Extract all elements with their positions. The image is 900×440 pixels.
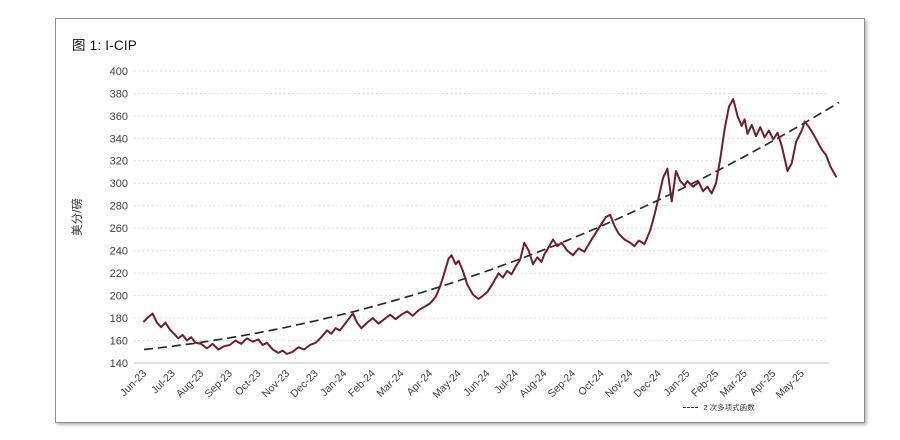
- svg-text:300: 300: [110, 178, 128, 190]
- svg-text:380: 380: [110, 88, 128, 100]
- svg-text:Jan-25: Jan-25: [661, 368, 692, 399]
- svg-text:Oct-24: Oct-24: [576, 368, 607, 399]
- svg-text:Nov-23: Nov-23: [260, 368, 293, 401]
- svg-text:Mar-24: Mar-24: [375, 368, 407, 400]
- svg-text:240: 240: [110, 246, 128, 258]
- svg-text:360: 360: [110, 111, 128, 123]
- svg-text:Nov-24: Nov-24: [603, 368, 636, 401]
- chart-plot: 140 160 180 200 220 240 260 280 300 320 340 360 380 4…: [110, 66, 840, 401]
- svg-text:Mar-25: Mar-25: [718, 368, 750, 400]
- chart-legend: 2 次多项式函数: [649, 401, 789, 413]
- svg-text:320: 320: [110, 156, 128, 168]
- svg-text:Jun-24: Jun-24: [461, 368, 492, 399]
- svg-text:Feb-25: Feb-25: [689, 368, 721, 400]
- svg-text:260: 260: [110, 223, 128, 235]
- svg-text:340: 340: [110, 133, 128, 145]
- series-line: [143, 98, 838, 355]
- trend-line: [143, 101, 840, 351]
- svg-text:200: 200: [110, 291, 128, 303]
- gridlines: [134, 70, 829, 364]
- svg-text:280: 280: [110, 201, 128, 213]
- svg-text:400: 400: [110, 66, 128, 78]
- svg-text:May-25: May-25: [774, 368, 807, 401]
- svg-text:Dec-23: Dec-23: [288, 368, 321, 401]
- svg-text:180: 180: [110, 313, 128, 325]
- svg-text:Aug-24: Aug-24: [517, 368, 550, 401]
- x-tick-labels: Jun-23 Jul-23Aug-23Sep-23Oct-23Nov-23Dec-…: [118, 368, 807, 401]
- svg-text:Jun-23: Jun-23: [118, 368, 149, 399]
- svg-text:Oct-23: Oct-23: [233, 368, 264, 399]
- legend-label: 2 次多项式函数: [703, 402, 755, 412]
- figure-title: 图 1: I-CIP: [72, 38, 138, 53]
- svg-text:160: 160: [110, 335, 128, 347]
- y-tick-labels: 140 160 180 200 220 240 260 280 300 320 340 360 380 4…: [110, 66, 128, 370]
- svg-text:Jan-24: Jan-24: [318, 368, 349, 399]
- svg-text:May-24: May-24: [430, 368, 463, 401]
- svg-text:Dec-24: Dec-24: [631, 368, 664, 401]
- legend-dash-icon: [683, 406, 699, 408]
- svg-text:220: 220: [110, 268, 128, 280]
- figure-frame: 图 1: I-CIP 美分/磅 140 160 180 200 220 240 260 280…: [55, 18, 865, 423]
- svg-text:Feb-24: Feb-24: [346, 368, 378, 400]
- svg-text:Sep-23: Sep-23: [202, 368, 235, 401]
- svg-text:Sep-24: Sep-24: [546, 368, 579, 401]
- svg-text:Aug-23: Aug-23: [174, 368, 207, 401]
- svg-text:140: 140: [110, 358, 128, 370]
